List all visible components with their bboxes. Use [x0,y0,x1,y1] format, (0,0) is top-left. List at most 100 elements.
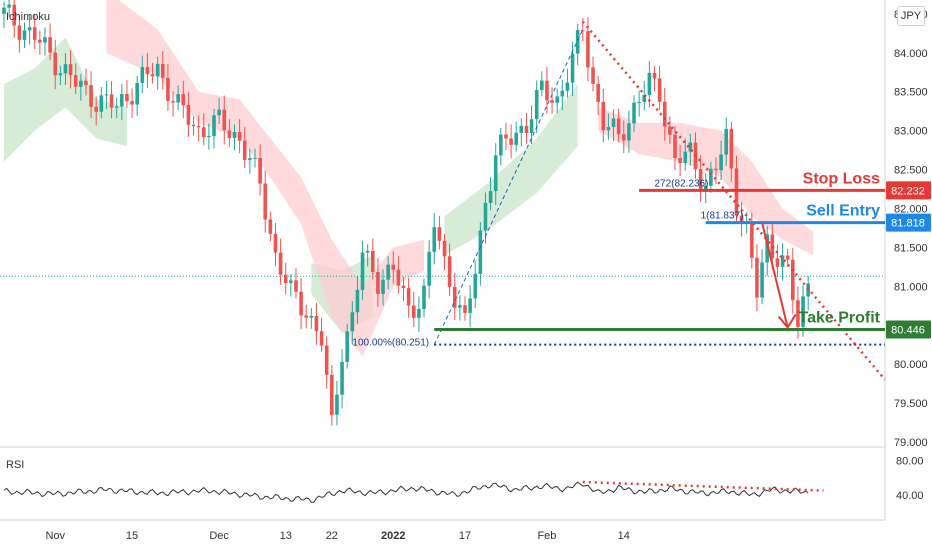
candle-body [570,53,575,83]
candle-body [734,168,739,216]
candle-body [473,273,478,299]
candle-body [724,128,729,155]
candle-body [155,63,160,77]
candle-body [765,234,769,263]
candle-body [73,75,78,87]
candle-body [17,25,22,40]
candle-body [417,309,421,318]
candle-body [58,73,63,76]
candle-body [232,132,237,138]
candle-body [278,252,283,275]
ichimoku-cloud [4,0,814,357]
candle-body [140,67,145,83]
time-tick-label: 17 [459,530,471,542]
candle-body [355,289,360,313]
take-profit-label: Take Profit [799,309,881,326]
candle-body [340,361,344,395]
candle-body [350,312,355,332]
candle-body [289,280,293,283]
candle-body [22,30,27,40]
candle-body [7,4,11,8]
candle-body [452,286,457,308]
time-tick-label: Dec [209,530,229,542]
candle-body [273,233,278,253]
candle-body [263,183,268,220]
currency-badge[interactable]: JPY [897,6,925,26]
candle-body [591,67,595,84]
candle-body [703,185,708,190]
candle-body [160,63,165,78]
candle-body [299,291,303,316]
price-tick-label: 79.000 [894,437,928,449]
candle-body [283,274,288,283]
time-tick-label: 14 [618,530,630,542]
candle-body [463,305,467,313]
candle-body [621,134,626,141]
candle-body [401,285,406,289]
candle-body [360,252,365,290]
candle-body [406,288,411,306]
price-tick-label: 79.500 [894,398,928,410]
price-tick-label: 83.000 [894,126,928,138]
indicator-label[interactable]: Ichimoku [6,11,50,23]
trade-annotations: Stop Loss Sell Entry Take Profit 272(82.236… [0,20,886,381]
candle-body [586,31,590,68]
price-tick-label: 80.000 [894,359,928,371]
candle-body [94,106,98,112]
cloud-red-band-1 [598,107,814,256]
candle-body [642,95,647,102]
candle-body [114,106,119,108]
candle-body [191,124,196,127]
candle-body [729,128,734,169]
candle-body [627,123,631,141]
candle-body [662,101,667,127]
candle-body [791,259,795,301]
target-arrow-shaft [761,222,789,328]
candle-body [237,132,242,141]
candle-body [683,151,688,164]
candle-body [68,64,73,76]
candle-body [32,27,37,40]
candle-body [150,74,155,77]
candle-body [698,169,703,190]
candle-body [130,100,134,105]
candle-body [540,80,544,90]
axes: 84.50084.00083.50083.00082.50082.00081.5… [45,9,931,542]
candle-body [386,264,390,280]
candle-body [268,219,273,234]
time-tick-label: 22 [326,530,338,542]
candle-body [504,134,508,139]
candle-body [616,118,621,135]
candle-body [135,82,139,105]
rsi-label[interactable]: RSI [6,459,24,471]
candle-body [309,315,314,318]
candle-body [657,78,662,102]
candle-body [596,83,600,102]
candle-body [427,251,431,286]
candle-body [99,95,104,112]
candle-body [207,135,211,138]
candle-body [770,234,775,259]
rsi-tick-label: 40.00 [896,490,924,502]
price-tick-label: 81.000 [894,281,928,293]
time-tick-label: Nov [45,530,65,542]
candle-body [89,85,93,107]
rsi-trendline [582,480,824,492]
candle-body [248,158,252,160]
candle-body [166,77,170,102]
candle-body [611,118,616,128]
candle-body [780,255,785,267]
price-tick-label: 83.500 [894,87,928,99]
candle-body [483,202,488,231]
candle-body [227,130,232,138]
candle-body [673,134,677,158]
candle-body [493,155,498,192]
candle-body [796,300,800,327]
candle-body [258,157,262,184]
candle-body [171,101,175,103]
time-tick-label: Feb [537,530,556,542]
price-tick-label: 82.500 [894,165,928,177]
cloud-green-band-2 [444,83,578,256]
candle-body [468,298,472,313]
